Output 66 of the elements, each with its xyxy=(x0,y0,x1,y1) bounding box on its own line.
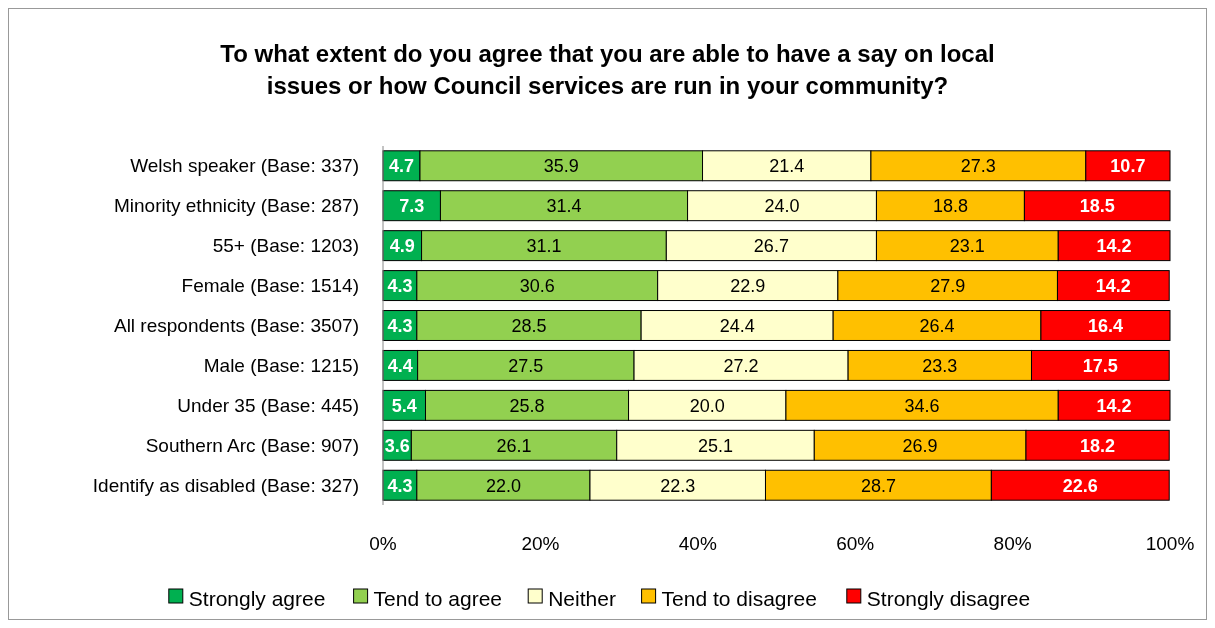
text: 25.8 xyxy=(509,395,545,416)
text: 22.0 xyxy=(485,475,521,496)
text: 31.4 xyxy=(546,196,582,216)
x-tick-label: 80% xyxy=(993,533,1032,554)
text: 22.6 xyxy=(1062,475,1098,496)
text: 24.0 xyxy=(764,196,800,216)
text: 23.1 xyxy=(949,235,985,256)
text: 4.3 xyxy=(387,275,413,296)
text: 24.4 xyxy=(719,315,755,336)
text: 31.1 xyxy=(526,235,562,256)
y-tick-label: Female (Base: 1514) xyxy=(181,275,359,297)
text: 25.1 xyxy=(697,435,734,456)
text: 14.2 xyxy=(1095,275,1131,296)
text: 4.3 xyxy=(387,315,413,336)
text: 14.2 xyxy=(1096,395,1132,416)
text: 26.4 xyxy=(919,315,955,336)
text: 22.9 xyxy=(730,275,766,296)
y-tick-label: Minority ethnicity (Base: 287) xyxy=(114,195,359,217)
y-tick-label: Under 35 (Base: 445) xyxy=(177,395,359,417)
x-tick-label: 40% xyxy=(678,533,717,554)
x-tick-label: 0% xyxy=(369,533,397,554)
text: 27.2 xyxy=(723,355,759,376)
text: 35.9 xyxy=(543,156,579,177)
x-tick-label: 100% xyxy=(1145,533,1195,554)
text: 21.4 xyxy=(769,156,805,177)
text: 18.5 xyxy=(1079,196,1115,216)
y-tick-label: Welsh speaker (Base: 337) xyxy=(130,155,359,177)
text: 16.4 xyxy=(1087,315,1123,336)
text: 27.9 xyxy=(930,275,966,296)
text: 34.6 xyxy=(904,395,940,416)
text: 3.6 xyxy=(384,435,410,456)
chart-title: To what extent do you agree that you are able to have a say on local issues or how Council services are run in your community? xyxy=(220,40,995,99)
text: 26.9 xyxy=(902,435,938,456)
text: 30.6 xyxy=(519,275,555,296)
y-tick-label: Identify as disabled (Base: 327) xyxy=(92,474,359,496)
legend-label: Tend to agree xyxy=(373,587,503,611)
y-tick-label: Male (Base: 1215) xyxy=(203,355,359,377)
legend-label: Strongly disagree xyxy=(866,587,1031,611)
legend-label: Strongly agree xyxy=(188,587,326,611)
text: 26.1 xyxy=(496,435,532,456)
text: 4.7 xyxy=(388,156,415,177)
legend-label: Neither xyxy=(548,587,616,611)
text: 4.4 xyxy=(387,355,413,376)
text: 28.5 xyxy=(511,315,547,336)
legend-label: Tend to disagree xyxy=(661,587,817,611)
text: 4.3 xyxy=(387,475,413,496)
y-tick-label: Southern Arc (Base: 907) xyxy=(145,434,359,456)
y-tick-label: 55+ (Base: 1203) xyxy=(212,235,359,257)
text: 10.7 xyxy=(1110,156,1146,177)
text: 26.7 xyxy=(753,235,789,256)
text: 23.3 xyxy=(922,355,958,376)
text: 27.5 xyxy=(508,355,544,376)
x-tick-label: 20% xyxy=(521,533,560,554)
text: 28.7 xyxy=(860,475,896,496)
text: 14.2 xyxy=(1096,235,1132,256)
text: 22.3 xyxy=(660,475,696,496)
text: 4.9 xyxy=(389,235,415,256)
text: 18.2 xyxy=(1080,435,1116,456)
text: 27.3 xyxy=(960,156,996,177)
text: 18.8 xyxy=(932,196,968,216)
text: 20.0 xyxy=(689,395,725,416)
y-tick-label: All respondents (Base: 3507) xyxy=(113,315,359,337)
text: 17.5 xyxy=(1082,355,1118,376)
text: 5.4 xyxy=(391,395,417,416)
text: 7.3 xyxy=(399,196,425,216)
x-tick-label: 60% xyxy=(836,533,875,554)
